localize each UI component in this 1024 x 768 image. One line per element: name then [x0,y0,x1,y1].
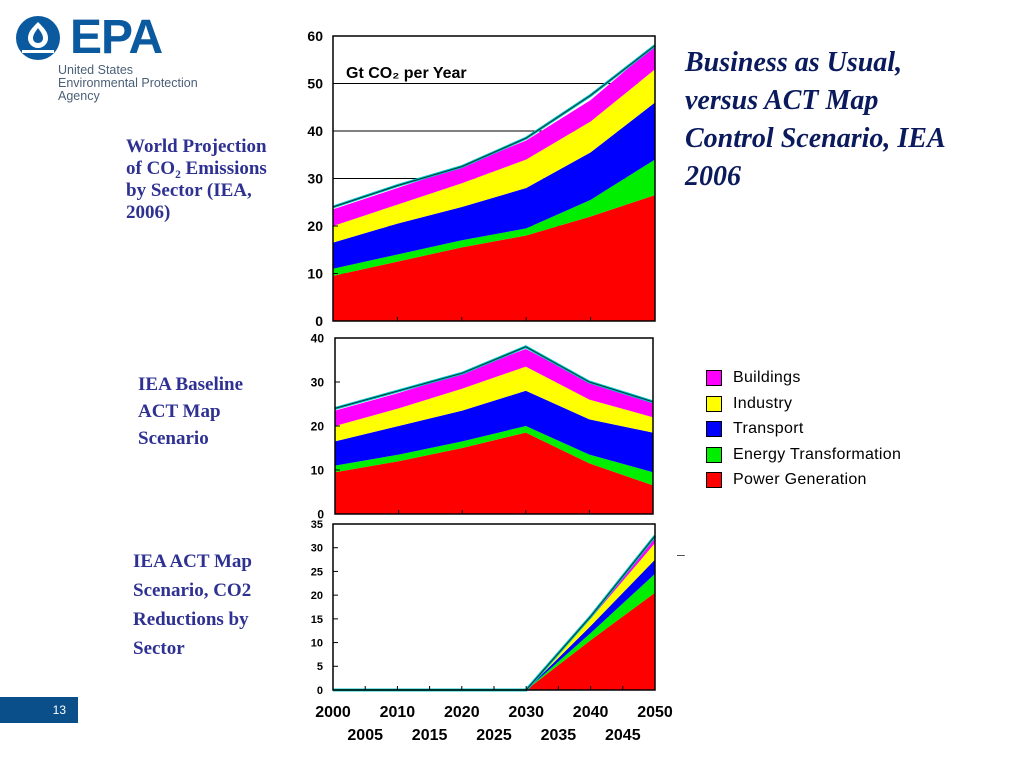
label-line: IEA Baseline [138,374,244,395]
area-buildings [335,349,653,426]
agency-line: Agency [58,89,100,103]
label-line: World Projection [126,136,267,157]
x-tick-label: 2045 [605,727,641,744]
epa-wordmark: EPA [70,11,163,64]
x-tick-label: 2035 [541,727,577,744]
heading-line: Business as Usual, [685,47,903,78]
area-transport [333,102,655,269]
y-tick-label: 40 [307,123,323,139]
y-tick-label: 20 [307,218,323,234]
page-number: 13 [0,697,78,723]
legend-label: Transport [733,420,804,437]
total-outline [334,346,654,409]
legend-label: Buildings [733,369,801,386]
y-tick-label: 30 [311,543,323,555]
y-tick-label: 0 [317,685,323,697]
y-tick-label: 10 [311,463,325,477]
area-industry [333,69,655,243]
label-line: by Sector (IEA, [126,180,252,201]
y-tick-label: 30 [307,171,323,187]
middle-chart-label: IEA Baseline ACT Map Scenario [138,371,243,452]
bottom-chart-label: IEA ACT Map Scenario, CO2 Reductions by … [133,547,252,663]
label-line: of CO₂ Emissions [126,158,267,179]
label-line: ACT Map [138,401,221,422]
y-tick-label: 0 [315,313,323,329]
y-tick-label: 10 [307,266,323,282]
legend-label: Industry [733,394,793,412]
area-buildings [333,45,655,226]
label-line: IEA ACT Map [133,551,252,572]
y-tick-label: 5 [317,661,323,673]
legend-swatch [706,421,722,437]
epa-flower-icon [16,16,60,60]
total-outline [332,45,656,208]
y-tick-label: 20 [311,419,325,433]
legend-label: Power Generation [733,471,867,488]
y-tick-label: 15 [311,614,323,626]
legend-swatch [706,446,722,463]
stray-mark: – [677,546,685,562]
heading-line: versus ACT Map [685,85,879,116]
x-tick-label: 2025 [476,727,512,744]
area-power-generation [335,432,653,514]
legend-label: Energy Transformation [733,445,902,463]
area-energy-transformation [335,426,653,486]
x-tick-label: 2000 [315,704,351,721]
y-tick-label: 40 [311,331,325,345]
label-line: Scenario, CO2 [133,580,252,601]
x-tick-label: 2010 [380,704,416,721]
heading-line: Control Scenario, IEA [685,123,946,154]
heading-line: 2006 [685,161,741,192]
x-tick-label: 2050 [637,704,673,721]
x-tick-label: 2005 [347,727,383,744]
x-tick-label: 2020 [444,704,480,721]
y-tick-label: 60 [307,28,323,44]
slide-heading: Business as Usual, versus ACT Map Contro… [685,44,946,196]
x-tick-label: 2015 [412,727,448,744]
area-power-generation [333,195,655,321]
agency-line: United States [58,63,134,77]
top-chart-label: World Projection of CO₂ Emissions by Sec… [126,136,267,224]
area-transport [335,390,653,473]
area-energy-transformation [333,159,655,276]
area-industry [335,366,653,442]
agency-name: United States Environmental Protection A… [58,64,198,103]
y-tick-label: 30 [311,375,325,389]
label-line: Reductions by [133,609,249,630]
y-tick-label: 50 [307,76,323,92]
y-tick-label: 0 [317,507,324,521]
y-tick-label: 35 [311,519,323,531]
area-power-generation [333,592,655,690]
x-tick-label: 2040 [573,704,609,721]
label-line: Scenario [138,428,209,449]
units-annotation: Gt CO₂ per Year [346,65,467,82]
y-tick-label: 25 [311,566,323,578]
x-tick-label: 2030 [508,704,544,721]
label-line: 2006) [126,202,171,223]
y-tick-label: 20 [311,590,323,602]
agency-line: Environmental Protection [58,76,198,90]
legend-swatch [706,370,722,386]
legend-swatch [706,395,722,412]
epa-logo: EPA United States Environmental Protecti… [14,11,234,103]
label-line: Sector [133,638,185,659]
legend-swatch [706,472,722,488]
y-tick-label: 10 [311,638,323,650]
